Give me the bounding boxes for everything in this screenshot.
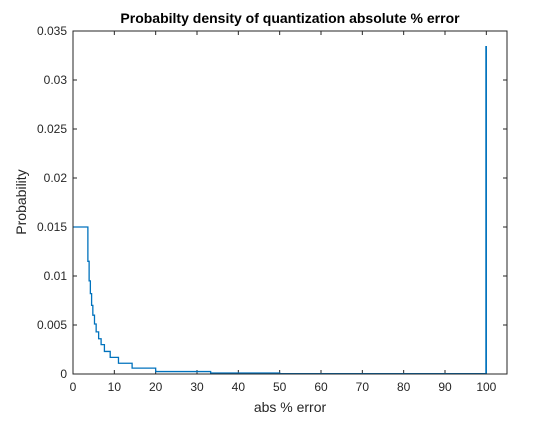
x-tick-label-3: 30 — [190, 380, 204, 394]
y-ticks: 0 0.005 0.01 0.015 0.02 0.025 0.03 0.035 — [37, 24, 507, 381]
x-ticks: 0 10 20 30 40 50 60 70 80 90 100 — [70, 31, 497, 394]
x-tick-label-6: 60 — [314, 380, 328, 394]
series-line — [73, 46, 487, 375]
plot-area — [73, 31, 507, 374]
chart-title: Probabilty density of quantization absol… — [120, 10, 460, 26]
y-tick-label-1: 0.005 — [37, 318, 67, 332]
y-tick-label-0: 0 — [60, 367, 67, 381]
x-tick-label-8: 80 — [397, 380, 411, 394]
x-tick-label-9: 90 — [438, 380, 452, 394]
y-tick-label-7: 0.035 — [37, 24, 67, 38]
y-tick-label-3: 0.015 — [37, 220, 67, 234]
y-tick-label-4: 0.02 — [44, 171, 68, 185]
y-tick-label-5: 0.025 — [37, 122, 67, 136]
x-axis-title: abs % error — [254, 399, 327, 415]
y-axis-title: Probability — [13, 169, 29, 234]
y-tick-label-2: 0.01 — [44, 269, 68, 283]
x-tick-label-0: 0 — [70, 380, 77, 394]
x-tick-label-7: 70 — [356, 380, 370, 394]
x-tick-label-10: 100 — [476, 380, 496, 394]
x-tick-label-4: 40 — [232, 380, 246, 394]
axes-box — [72, 30, 508, 375]
x-tick-label-1: 10 — [108, 380, 122, 394]
y-tick-label-6: 0.03 — [44, 73, 68, 87]
x-tick-label-5: 50 — [273, 380, 287, 394]
x-tick-label-2: 20 — [149, 380, 163, 394]
